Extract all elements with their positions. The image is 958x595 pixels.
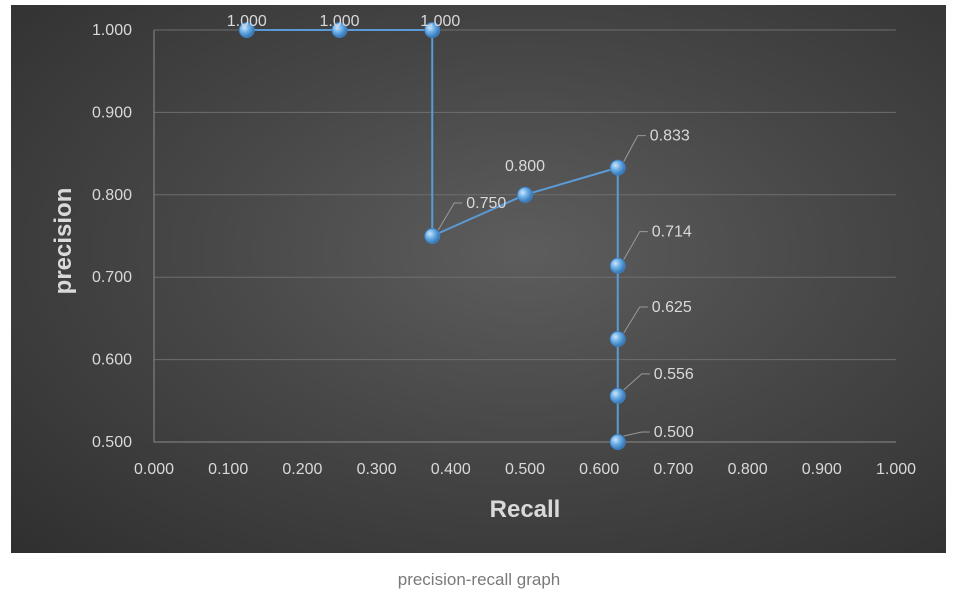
label-leader bbox=[623, 306, 648, 334]
data-label: 0.500 bbox=[654, 424, 694, 441]
label-leaders bbox=[437, 135, 650, 437]
x-axis-title: Recall bbox=[490, 496, 561, 523]
x-tick-label: 0.000 bbox=[134, 461, 174, 478]
y-tick-label: 0.800 bbox=[92, 187, 132, 204]
label-leader bbox=[437, 202, 463, 231]
data-label: 0.556 bbox=[654, 366, 694, 383]
x-tick-label: 0.100 bbox=[208, 461, 248, 478]
x-tick-label: 0.900 bbox=[802, 461, 842, 478]
axes bbox=[153, 30, 896, 443]
series-path bbox=[246, 29, 619, 442]
data-labels: 1.000 1.000 1.000 0.750 0.800 0.833 0.714 0.625… bbox=[227, 13, 694, 441]
data-point bbox=[609, 387, 626, 404]
x-tick-label: 0.800 bbox=[728, 461, 768, 478]
data-point bbox=[517, 186, 533, 203]
data-point bbox=[238, 22, 255, 38]
data-point bbox=[609, 434, 626, 450]
x-tick-label: 0.500 bbox=[505, 461, 545, 478]
data-label: 0.800 bbox=[505, 158, 545, 175]
label-leader bbox=[623, 135, 646, 162]
data-label: 0.714 bbox=[652, 224, 692, 241]
y-tick-labels: 0.500 0.600 0.700 0.800 0.900 1.000 bbox=[92, 22, 132, 451]
x-tick-label: 0.300 bbox=[357, 461, 397, 478]
y-tick-label: 0.900 bbox=[92, 104, 132, 121]
data-point bbox=[609, 257, 626, 274]
chart-area: 0.000 0.100 0.200 0.300 0.400 0.500 0.600 0.700… bbox=[11, 5, 946, 553]
x-tick-label: 0.200 bbox=[282, 461, 322, 478]
data-label: 0.750 bbox=[466, 195, 506, 212]
data-label: 1.000 bbox=[420, 13, 460, 30]
x-tick-label: 1.000 bbox=[876, 461, 916, 478]
label-leader bbox=[623, 231, 648, 260]
figure-caption: precision-recall graph bbox=[397, 570, 561, 589]
data-label: 1.000 bbox=[227, 13, 267, 30]
data-point bbox=[609, 331, 626, 347]
data-point bbox=[424, 228, 441, 244]
data-point bbox=[609, 159, 626, 176]
series-line bbox=[246, 29, 619, 442]
label-leader bbox=[623, 373, 650, 391]
y-tick-label: 1.000 bbox=[92, 22, 132, 39]
data-point bbox=[424, 22, 441, 38]
y-axis-title: precision bbox=[50, 188, 77, 295]
data-label: 0.833 bbox=[650, 128, 690, 145]
x-tick-label: 0.700 bbox=[653, 461, 693, 478]
data-label: 1.000 bbox=[319, 13, 359, 30]
y-tick-label: 0.700 bbox=[92, 269, 132, 286]
label-leader bbox=[623, 431, 650, 437]
x-tick-labels: 0.000 0.100 0.200 0.300 0.400 0.500 0.600 0.700… bbox=[134, 461, 916, 478]
data-point bbox=[331, 22, 348, 38]
y-tick-label: 0.600 bbox=[92, 352, 132, 369]
x-tick-label: 0.400 bbox=[431, 461, 471, 478]
x-tick-label: 0.600 bbox=[579, 461, 619, 478]
data-points bbox=[238, 22, 626, 450]
data-label: 0.625 bbox=[652, 299, 692, 316]
y-tick-label: 0.500 bbox=[92, 434, 132, 451]
precision-recall-chart: 0.000 0.100 0.200 0.300 0.400 0.500 0.600 0.700… bbox=[50, 13, 916, 523]
